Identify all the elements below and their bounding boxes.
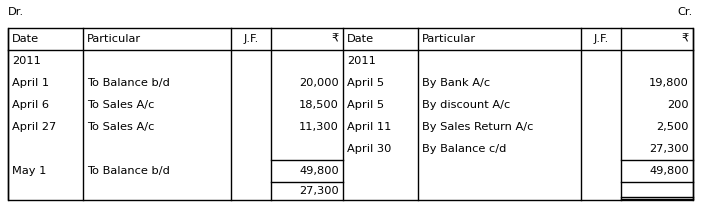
- Text: 18,500: 18,500: [299, 100, 339, 110]
- Text: April 5: April 5: [347, 78, 384, 88]
- Text: 2,500: 2,500: [657, 122, 689, 132]
- Text: Date: Date: [347, 34, 374, 44]
- Text: April 11: April 11: [347, 122, 392, 132]
- Text: To Balance b/d: To Balance b/d: [87, 78, 170, 88]
- Text: ₹: ₹: [682, 34, 689, 44]
- Text: Particular: Particular: [87, 34, 141, 44]
- Text: Cr.: Cr.: [678, 7, 693, 17]
- Text: 2011: 2011: [12, 56, 41, 66]
- Text: By Balance c/d: By Balance c/d: [422, 144, 506, 154]
- Text: 19,800: 19,800: [649, 78, 689, 88]
- Text: 2011: 2011: [347, 56, 376, 66]
- Text: To Balance b/d: To Balance b/d: [87, 166, 170, 176]
- Text: By Sales Return A/c: By Sales Return A/c: [422, 122, 534, 132]
- Text: By Bank A/c: By Bank A/c: [422, 78, 490, 88]
- Text: 11,300: 11,300: [299, 122, 339, 132]
- Text: 20,000: 20,000: [300, 78, 339, 88]
- Text: ₹: ₹: [332, 34, 339, 44]
- Text: Dr.: Dr.: [8, 7, 24, 17]
- Text: April 27: April 27: [12, 122, 56, 132]
- Text: April 6: April 6: [12, 100, 49, 110]
- Text: J.F.: J.F.: [243, 34, 258, 44]
- Text: May 1: May 1: [12, 166, 46, 176]
- Text: Particular: Particular: [422, 34, 476, 44]
- Text: 49,800: 49,800: [300, 166, 339, 176]
- Text: 200: 200: [667, 100, 689, 110]
- Text: To Sales A/c: To Sales A/c: [87, 100, 154, 110]
- Text: To Sales A/c: To Sales A/c: [87, 122, 154, 132]
- Text: 27,300: 27,300: [300, 186, 339, 196]
- Text: April 1: April 1: [12, 78, 49, 88]
- Text: By discount A/c: By discount A/c: [422, 100, 510, 110]
- Text: J.F.: J.F.: [593, 34, 608, 44]
- Text: April 30: April 30: [347, 144, 392, 154]
- Text: 49,800: 49,800: [649, 166, 689, 176]
- Text: Date: Date: [12, 34, 39, 44]
- Text: 27,300: 27,300: [649, 144, 689, 154]
- Bar: [8, 28, 693, 200]
- Text: April 5: April 5: [347, 100, 384, 110]
